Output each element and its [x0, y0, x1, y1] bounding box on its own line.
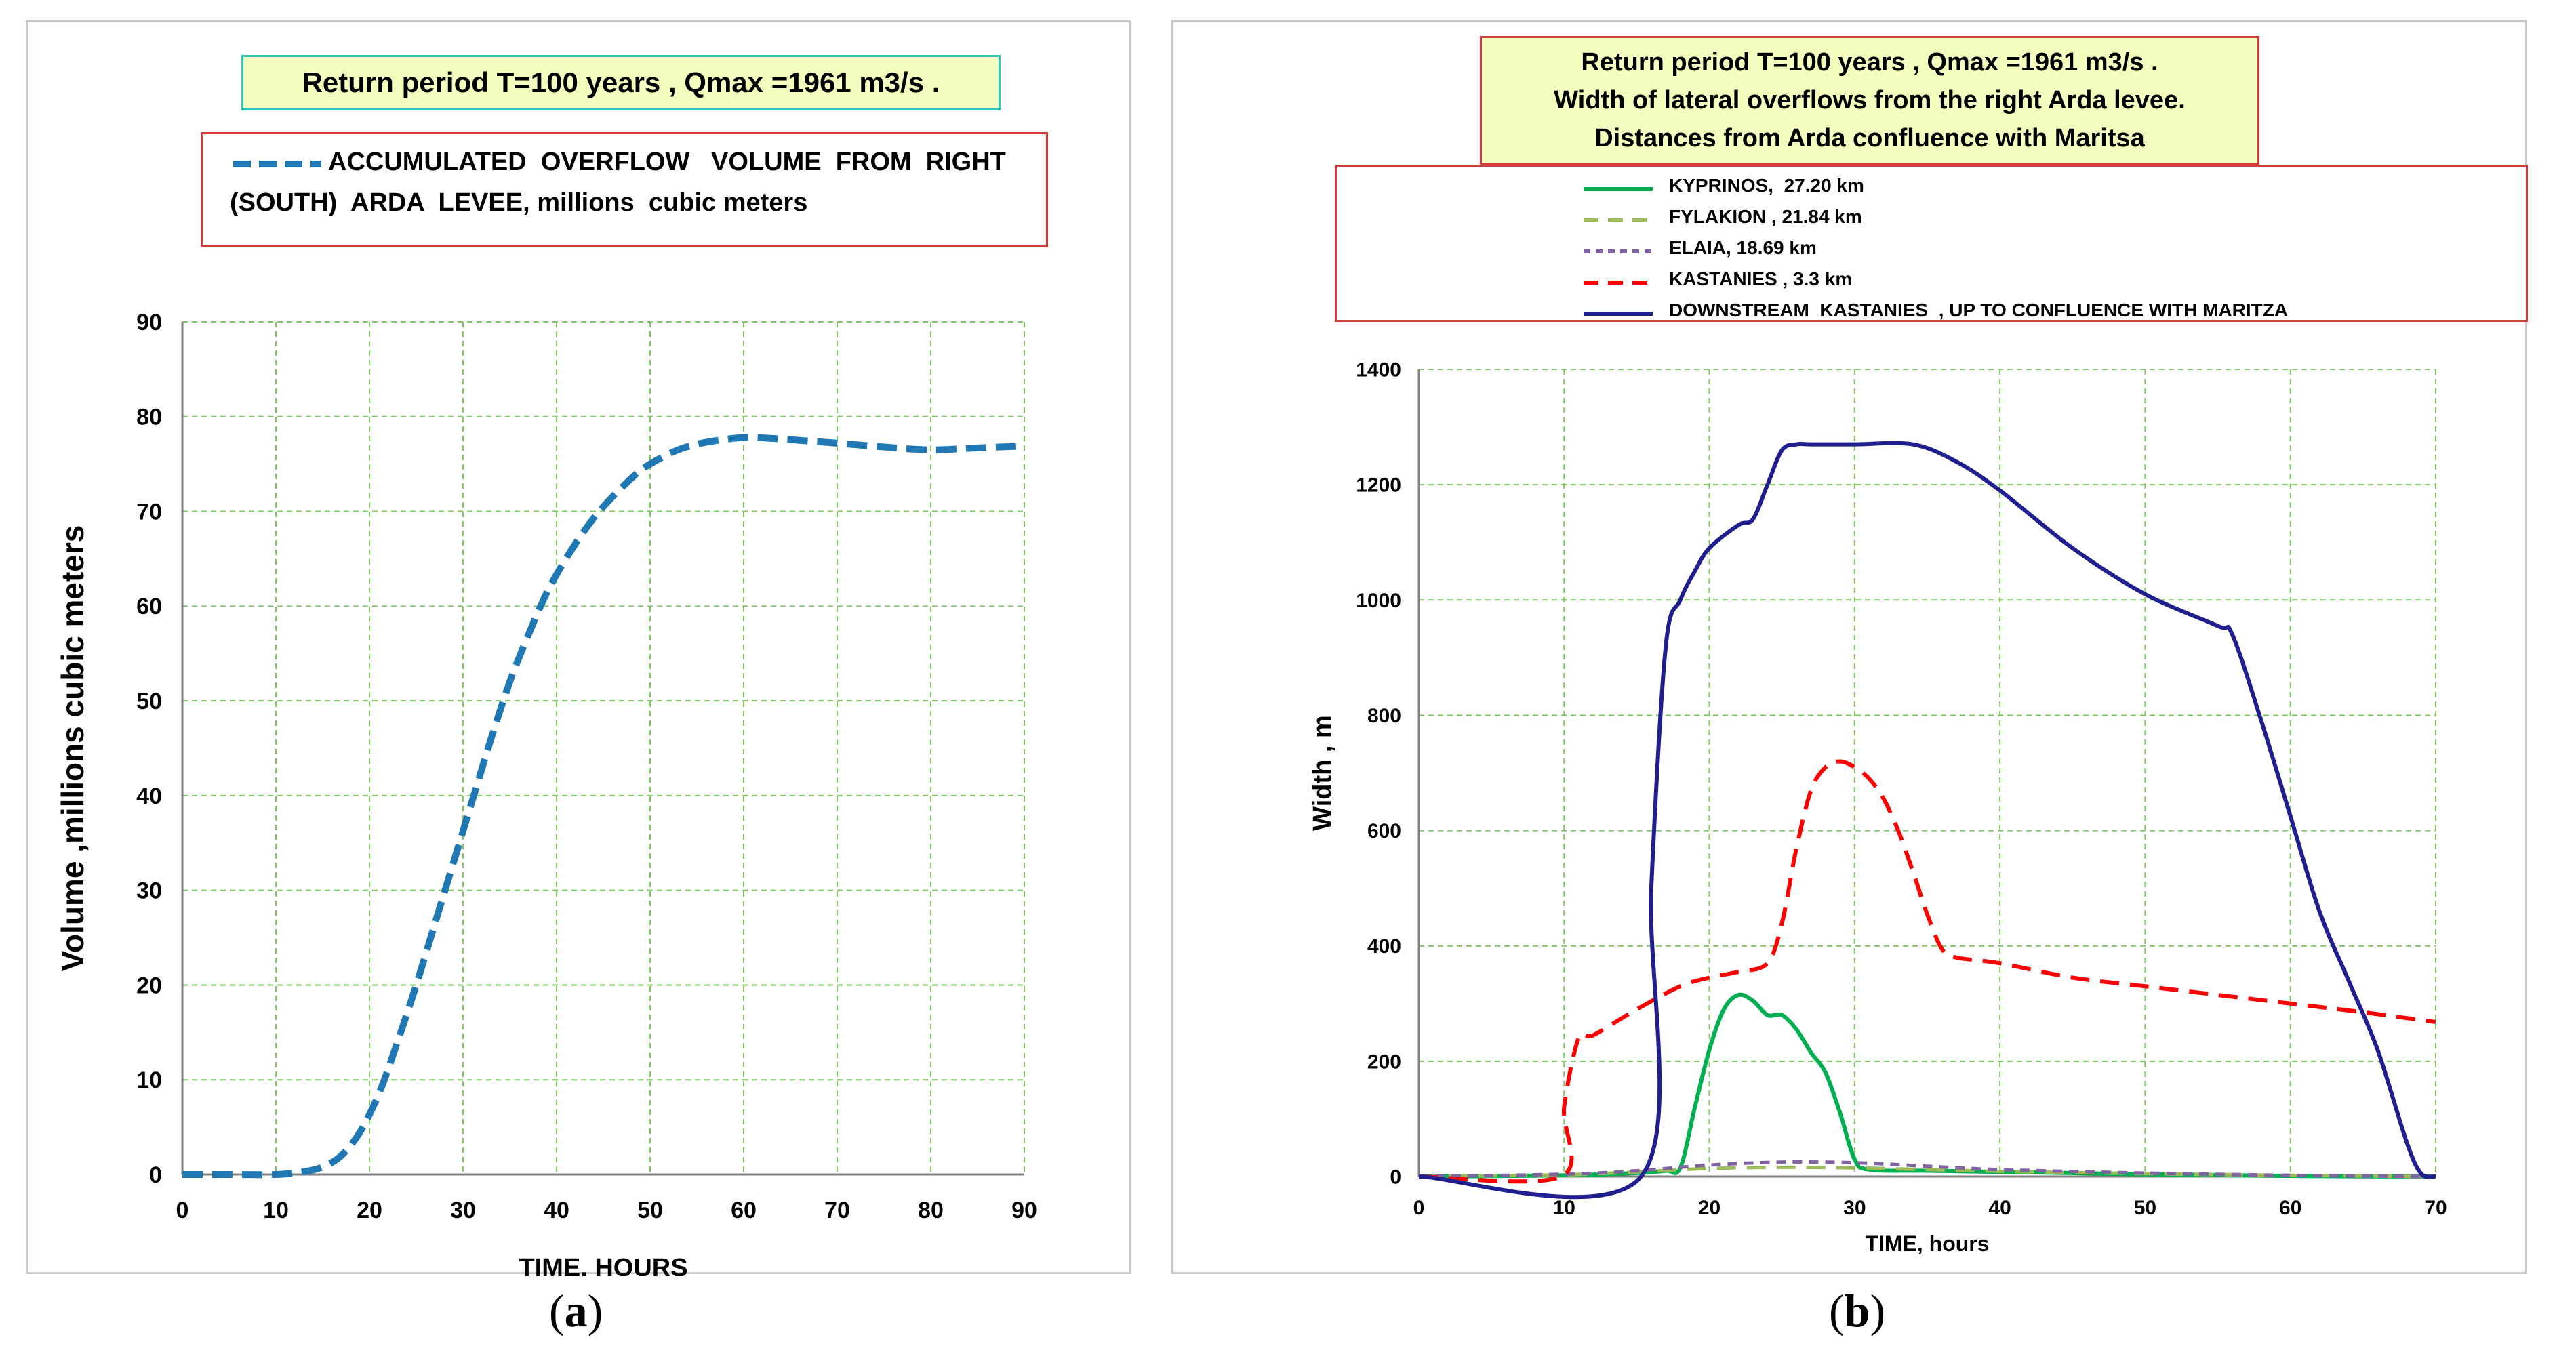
y-tick-label: 400 [1367, 935, 1401, 958]
chart-a-title: Return period T=100 years , Qmax =1961 m… [241, 55, 1001, 110]
legend-swatch-2 [1584, 249, 1653, 253]
y-tick-label: 10 [136, 1067, 162, 1093]
chart-b-title-line2: Width of lateral overflows from the righ… [1554, 86, 2186, 115]
y-tick-label: 80 [136, 405, 162, 430]
chart-b-title-line3: Distances from Arda confluence with Mari… [1594, 124, 2145, 152]
legend-label-3: KASTANIES , 3.3 km [1669, 268, 1853, 289]
legend-swatch-4 [1584, 312, 1653, 316]
x-tick-label: 20 [1698, 1197, 1720, 1219]
y-tick-label: 50 [136, 689, 162, 714]
legend-swatch-1 [1584, 218, 1653, 222]
series-line-0 [182, 434, 1025, 1179]
x-tick-label: 40 [1988, 1197, 2011, 1219]
y-tick-label: 70 [136, 499, 162, 525]
x-tick-label: 70 [824, 1198, 850, 1223]
y-tick-label: 600 [1367, 820, 1401, 842]
x-tick-label: 40 [544, 1198, 569, 1223]
chart-a-legend: ACCUMULATED OVERFLOW VOLUME FROM RIGHT (… [201, 132, 1048, 247]
legend-label-1: FYLAKION , 21.84 km [1669, 206, 1862, 227]
y-tick-label: 0 [149, 1162, 162, 1188]
y-tick-label: 200 [1367, 1050, 1401, 1073]
series-line-4 [1418, 441, 2436, 1200]
y-tick-label: 800 [1367, 705, 1401, 727]
legend-swatch-3 [1584, 281, 1653, 285]
y-tick-label: 90 [136, 310, 162, 335]
legend-label-volume-line2: (SOUTH) ARDA LEVEE, millions cubic meter… [230, 188, 808, 217]
series-line-2 [1418, 1160, 2436, 1179]
y-tick-label: 40 [136, 783, 162, 809]
y-tick-label: 60 [136, 594, 162, 619]
chart-a-plot: 0 10 20 30 40 50 60 70 80 90 0 10 20 30 40 50 60 70 80 90 TI… [55, 310, 1037, 1276]
y-axis-label: Width , m [1308, 715, 1337, 831]
legend-label-2: ELAIA, 18.69 km [1669, 237, 1817, 258]
x-tick-label: 80 [918, 1198, 944, 1223]
x-tick-label: 0 [1413, 1197, 1425, 1219]
x-axis-label: TIME, hours [1865, 1231, 1989, 1256]
series-line-3 [1418, 759, 2436, 1184]
x-tick-label: 0 [176, 1198, 189, 1223]
x-tick-label: 60 [2279, 1197, 2301, 1219]
chart-b-title: Return period T=100 years , Qmax =1961 m… [1480, 36, 2259, 165]
y-tick-label: 20 [136, 973, 162, 998]
chart-b-title-line1: Return period T=100 years , Qmax =1961 m… [1581, 48, 2158, 77]
y-tick-label: 30 [136, 878, 162, 904]
chart-panel-b: Return period T=100 years , Qmax =1961 m… [1171, 20, 2528, 1274]
chart-panel-a: Return period T=100 years , Qmax =1961 m… [26, 20, 1131, 1276]
legend-swatch-volume [233, 161, 321, 167]
y-tick-label: 0 [1390, 1166, 1401, 1189]
x-tick-label: 30 [450, 1198, 476, 1223]
caption-a: (a) [549, 1285, 603, 1336]
y-tick-label: 1400 [1356, 359, 1401, 382]
x-tick-label: 50 [637, 1198, 663, 1223]
legend-label-volume-line1: ACCUMULATED OVERFLOW VOLUME FROM RIGHT [328, 148, 1006, 176]
legend-label-4: DOWNSTREAM KASTANIES , UP TO CONFLUENCE … [1669, 300, 2289, 321]
x-tick-label: 30 [1843, 1197, 1866, 1219]
x-tick-label: 70 [2424, 1197, 2447, 1219]
x-tick-label: 50 [2134, 1197, 2156, 1219]
x-tick-label: 10 [1553, 1197, 1575, 1219]
y-axis-label: Volume ,millions cubic meters [55, 525, 90, 972]
y-tick-label: 1200 [1356, 474, 1401, 497]
x-axis-label: TIME, HOURS [519, 1254, 687, 1276]
y-tick-label: 1000 [1356, 590, 1401, 612]
legend-label-0: KYPRINOS, 27.20 km [1669, 175, 1864, 196]
series-line-1 [1418, 1165, 2436, 1179]
legend-swatch-0 [1584, 187, 1653, 191]
caption-b: (b) [1829, 1285, 1886, 1336]
series-line-0 [1418, 992, 2436, 1179]
x-tick-label: 90 [1011, 1198, 1037, 1223]
x-tick-label: 10 [263, 1198, 289, 1223]
chart-b-plot: 0 10 20 30 40 50 60 70 0 200 400 600 800 1000 1200 1400… [1308, 359, 2447, 1256]
x-tick-label: 20 [357, 1198, 382, 1223]
x-tick-label: 60 [731, 1198, 757, 1223]
chart-b-legend: KYPRINOS, 27.20 km FYLAKION , 21.84 km ELA… [1335, 165, 2528, 322]
